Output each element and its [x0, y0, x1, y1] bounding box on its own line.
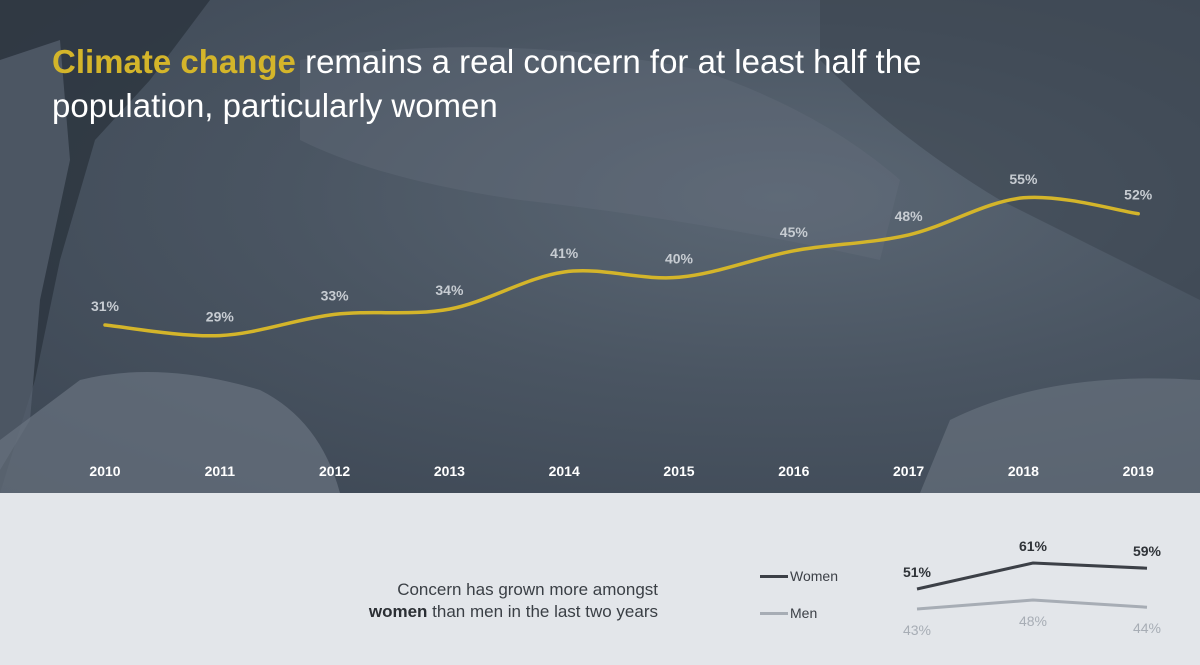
iceberg-background — [0, 0, 1200, 493]
legend-swatch-men — [760, 611, 788, 615]
women-data-label: 59% — [1133, 543, 1162, 559]
data-label: 55% — [1009, 171, 1038, 187]
x-tick-label: 2012 — [319, 463, 350, 479]
main-line-chart: 31% 29% 33% 34% 41% 40% 45% 48% 55% 52% 2010 2011 20… — [89, 170, 1154, 479]
x-tick-label: 2019 — [1123, 463, 1154, 479]
men-data-label: 43% — [903, 622, 931, 638]
headline-highlight: Climate change — [52, 43, 296, 80]
x-tick-label: 2010 — [89, 463, 120, 479]
men-data-label: 48% — [1019, 613, 1047, 629]
series-line-women — [916, 561, 1148, 591]
x-tick-label: 2011 — [205, 463, 236, 479]
summary-caption: Concern has grown more amongst women tha… — [369, 579, 658, 623]
x-tick-label: 2015 — [663, 463, 694, 479]
legend-label-women: Women — [790, 568, 838, 584]
data-label: 52% — [1124, 187, 1153, 203]
series-line-men — [916, 598, 1148, 611]
men-data-label: 44% — [1133, 620, 1161, 636]
mini-line-chart: 51% 61% 59% 43% 48% 44% — [903, 538, 1162, 638]
data-label: 29% — [206, 309, 235, 325]
legend-label-men: Men — [790, 605, 818, 621]
data-label: 31% — [91, 298, 120, 314]
chart-panel: Climate change remains a real concern fo… — [0, 0, 1200, 493]
x-tick-label: 2014 — [549, 463, 580, 479]
x-tick-label: 2013 — [434, 463, 465, 479]
mini-chart-legend: Women Men — [760, 493, 880, 665]
caption-bold: women — [368, 602, 428, 621]
caption-line-2: women than men in the last two years — [369, 601, 658, 623]
data-label: 41% — [550, 245, 579, 261]
women-data-label: 61% — [1019, 538, 1048, 554]
headline: Climate change remains a real concern fo… — [52, 40, 1052, 128]
data-label: 48% — [895, 208, 924, 224]
data-label: 40% — [665, 250, 694, 266]
summary-panel: Concern has grown more amongst women tha… — [0, 493, 1200, 665]
x-tick-label: 2017 — [893, 463, 924, 479]
caption-rest: than men in the last two years — [427, 602, 658, 621]
legend-swatch-women — [760, 574, 788, 578]
data-label: 33% — [321, 287, 350, 303]
data-label: 34% — [435, 282, 464, 298]
x-tick-label: 2016 — [778, 463, 809, 479]
legend-item-men: Men — [760, 605, 817, 621]
series-line-concern — [103, 195, 1140, 338]
women-data-label: 51% — [903, 564, 932, 580]
data-label: 45% — [780, 224, 809, 240]
caption-line-1: Concern has grown more amongst — [397, 580, 658, 599]
legend-item-women: Women — [760, 568, 838, 584]
x-tick-label: 2018 — [1008, 463, 1039, 479]
headline-rest: remains a real concern for at least half… — [52, 43, 922, 124]
